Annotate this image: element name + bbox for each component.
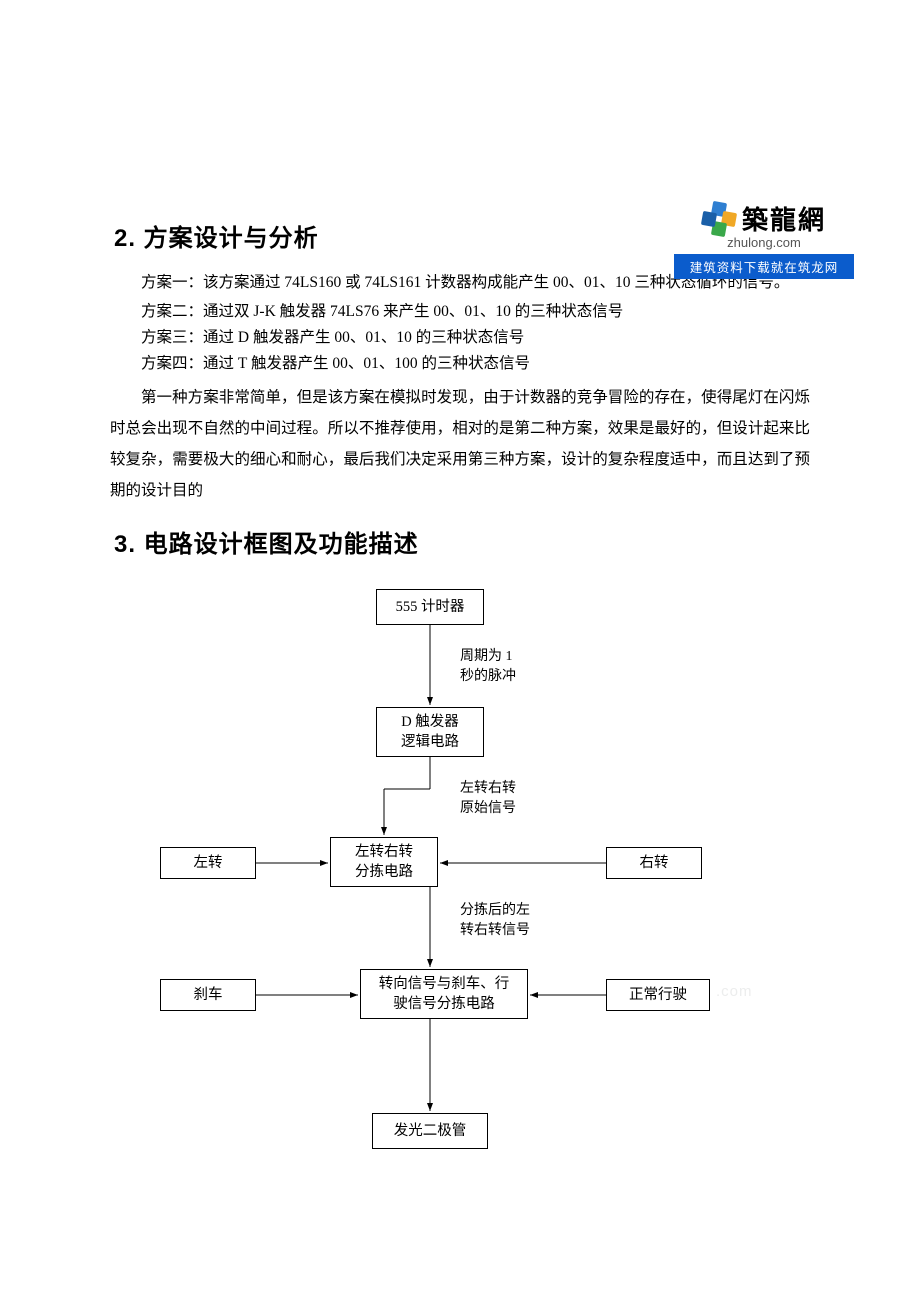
plan-4-text: 方案四：通过 T 触发器产生 00、01、100 的三种状态信号 xyxy=(110,352,810,376)
node-555-timer: 555 计时器 xyxy=(376,589,484,625)
analysis-text: 第一种方案非常简单，但是该方案在模拟时发现，由于计数器的竞争冒险的存在，使得尾灯… xyxy=(110,382,810,506)
node-turn-sorter-l1: 左转右转 xyxy=(355,844,413,860)
logo-site-name: 築龍網 xyxy=(742,200,826,237)
node-d-flipflop-l2: 逻辑电路 xyxy=(401,734,459,750)
edge-label-pulse-l2: 秒的脉冲 xyxy=(460,669,516,684)
logo-url: zhulong.com xyxy=(674,235,854,250)
edge-label-sorted-l1: 分拣后的左 xyxy=(460,903,530,918)
plan-2-text: 方案二：通过双 J-K 触发器 74LS76 来产生 00、01、10 的三种状… xyxy=(110,300,810,324)
edge-label-pulse-l1: 周期为 1 xyxy=(460,649,513,664)
node-mixer-l1: 转向信号与刹车、行 xyxy=(379,976,510,992)
edge-label-sorted: 分拣后的左 转右转信号 xyxy=(460,901,530,940)
logo-top-row: 築龍網 xyxy=(674,200,854,237)
edge-label-raw-l2: 原始信号 xyxy=(460,801,516,816)
node-d-flipflop-l1: D 触发器 xyxy=(401,714,459,730)
pinwheel-icon xyxy=(702,202,736,236)
edge-label-raw: 左转右转 原始信号 xyxy=(460,779,516,818)
node-right-turn: 右转 xyxy=(606,847,702,879)
site-logo-block: 築龍網 zhulong.com 建筑资料下载就在筑龙网 xyxy=(674,200,854,279)
edge-label-raw-l1: 左转右转 xyxy=(460,781,516,796)
section-3-heading: 3. 电路设计框图及功能描述 xyxy=(114,524,810,559)
node-brake: 刹车 xyxy=(160,979,256,1011)
edge-label-pulse: 周期为 1 秒的脉冲 xyxy=(460,647,516,686)
node-normal-drive: 正常行驶 xyxy=(606,979,710,1011)
node-led: 发光二极管 xyxy=(372,1113,488,1149)
circuit-flowchart: 555 计时器 周期为 1 秒的脉冲 D 触发器 逻辑电路 左转右转 原始信号 … xyxy=(160,589,760,1209)
plan-3-text: 方案三：通过 D 触发器产生 00、01、10 的三种状态信号 xyxy=(110,326,810,350)
node-mixer-l2: 驶信号分拣电路 xyxy=(393,996,495,1012)
node-d-flipflop: D 触发器 逻辑电路 xyxy=(376,707,484,757)
document-page: 築龍網 zhulong.com 建筑资料下载就在筑龙网 2. 方案设计与分析 方… xyxy=(0,0,920,1302)
node-mixer: 转向信号与刹车、行 驶信号分拣电路 xyxy=(360,969,528,1019)
edge-label-sorted-l2: 转右转信号 xyxy=(460,923,530,938)
node-turn-sorter: 左转右转 分拣电路 xyxy=(330,837,438,887)
watermark-com: .com xyxy=(716,983,753,1000)
node-turn-sorter-l2: 分拣电路 xyxy=(355,864,413,880)
logo-banner: 建筑资料下载就在筑龙网 xyxy=(674,254,854,279)
node-left-turn: 左转 xyxy=(160,847,256,879)
